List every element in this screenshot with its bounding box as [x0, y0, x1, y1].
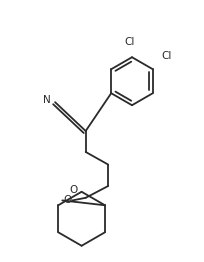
Text: Cl: Cl — [125, 37, 135, 47]
Text: O: O — [70, 185, 78, 195]
Text: O: O — [63, 195, 71, 205]
Text: Cl: Cl — [162, 51, 172, 61]
Text: N: N — [43, 95, 51, 105]
